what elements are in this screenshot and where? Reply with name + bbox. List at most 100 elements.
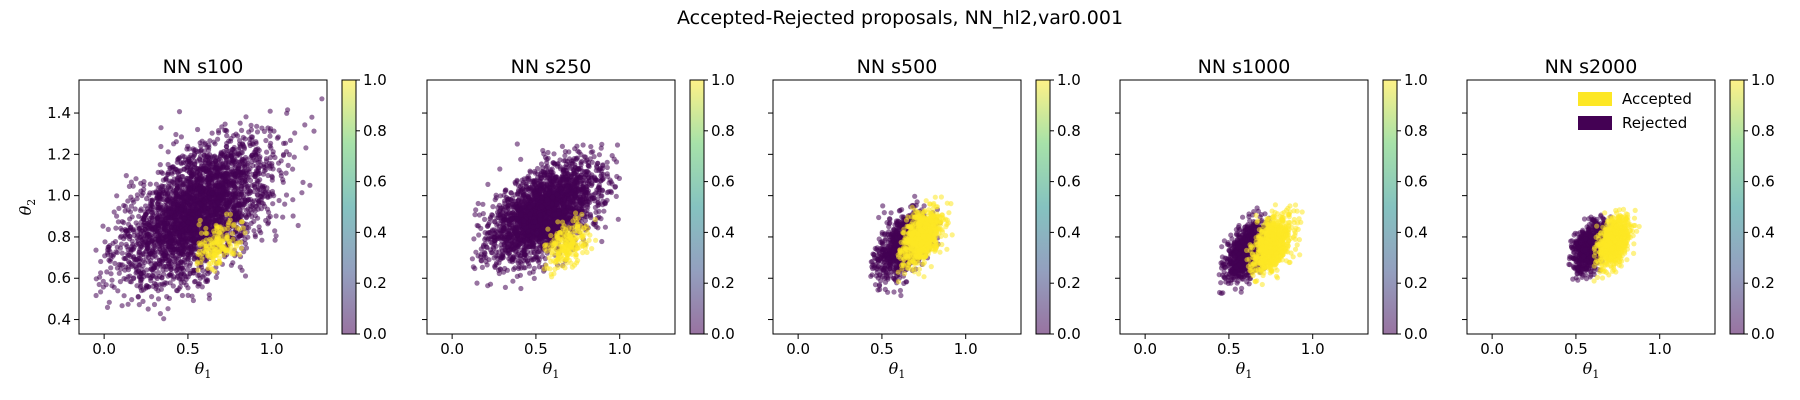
rejected-point xyxy=(287,137,293,143)
rejected-point xyxy=(295,222,301,229)
rejected-point xyxy=(223,177,229,183)
rejected-point xyxy=(176,239,182,245)
rejected-point xyxy=(292,130,298,136)
rejected-point xyxy=(128,249,134,255)
rejected-point xyxy=(269,173,275,179)
rejected-point xyxy=(264,149,270,155)
rejected-point xyxy=(187,169,193,176)
rejected-point xyxy=(274,135,280,141)
rejected-point xyxy=(241,185,247,191)
rejected-point xyxy=(259,125,265,131)
rejected-point xyxy=(167,280,173,286)
rejected-point xyxy=(197,275,203,281)
rejected-point xyxy=(510,278,516,284)
rejected-point xyxy=(604,171,610,177)
accepted-point xyxy=(238,219,245,225)
rejected-point xyxy=(186,204,192,210)
rejected-point xyxy=(229,206,236,213)
rejected-point xyxy=(230,260,236,266)
accepted-point xyxy=(200,239,206,245)
rejected-point xyxy=(140,190,146,196)
rejected-point xyxy=(300,179,306,185)
accepted-point xyxy=(237,251,243,258)
rejected-point xyxy=(248,134,254,140)
rejected-point xyxy=(153,254,159,260)
rejected-point xyxy=(250,163,256,169)
rejected-point xyxy=(173,131,179,138)
rejected-point xyxy=(178,189,185,195)
rejected-point xyxy=(138,287,145,294)
rejected-point xyxy=(163,199,169,205)
rejected-point xyxy=(132,206,138,212)
rejected-point xyxy=(233,151,239,157)
rejected-point xyxy=(209,130,215,136)
accepted-point xyxy=(238,245,244,251)
rejected-point xyxy=(239,150,245,156)
rejected-point xyxy=(282,140,289,146)
rejected-point xyxy=(192,152,198,158)
rejected-point xyxy=(144,196,150,202)
rejected-point xyxy=(215,136,221,142)
rejected-point xyxy=(256,224,262,230)
rejected-point xyxy=(127,273,133,279)
rejected-point xyxy=(184,236,190,242)
rejected-point xyxy=(256,201,262,207)
rejected-point xyxy=(180,252,186,258)
rejected-point xyxy=(255,169,261,175)
rejected-point xyxy=(233,186,239,192)
rejected-point xyxy=(129,297,135,303)
rejected-point xyxy=(224,128,230,134)
rejected-point xyxy=(273,233,279,239)
rejected-point xyxy=(272,154,278,161)
rejected-point xyxy=(118,262,124,268)
rejected-point xyxy=(164,192,171,199)
rejected-point xyxy=(247,203,253,209)
rejected-point xyxy=(181,216,188,222)
rejected-point xyxy=(244,221,250,227)
rejected-point xyxy=(156,236,162,242)
rejected-point xyxy=(141,182,147,188)
rejected-point xyxy=(189,293,195,299)
rejected-point xyxy=(112,260,118,266)
rejected-point xyxy=(185,199,191,205)
accepted-point xyxy=(231,251,237,257)
rejected-point xyxy=(201,209,207,215)
rejected-point xyxy=(258,230,264,236)
rejected-point xyxy=(267,191,273,197)
rejected-point xyxy=(161,221,167,227)
rejected-point xyxy=(198,163,204,169)
accepted-point xyxy=(195,267,201,273)
y-axis-label: θ2 xyxy=(16,199,38,216)
rejected-point xyxy=(149,294,155,300)
rejected-point xyxy=(140,298,146,304)
rejected-point xyxy=(482,216,488,222)
rejected-point xyxy=(206,292,212,298)
rejected-point xyxy=(240,163,246,169)
rejected-point xyxy=(175,191,181,197)
rejected-point xyxy=(178,276,184,282)
rejected-point xyxy=(165,161,171,168)
rejected-point xyxy=(177,260,183,266)
rejected-point xyxy=(280,214,286,220)
rejected-point xyxy=(149,241,155,247)
rejected-point xyxy=(170,231,177,237)
rejected-point xyxy=(145,254,152,260)
rejected-point xyxy=(213,174,219,180)
accepted-point xyxy=(212,268,218,274)
rejected-point xyxy=(235,169,241,175)
rejected-point xyxy=(138,280,144,286)
rejected-point xyxy=(166,180,172,186)
rejected-point xyxy=(285,107,291,113)
rejected-point xyxy=(123,173,129,179)
rejected-point xyxy=(118,225,124,231)
rejected-point xyxy=(299,190,305,196)
rejected-point xyxy=(469,256,475,262)
rejected-point xyxy=(136,268,142,274)
colorbar-tick-label: 0.4 xyxy=(363,223,387,241)
rejected-point xyxy=(265,219,272,226)
rejected-point xyxy=(158,125,164,131)
rejected-point xyxy=(242,212,249,218)
rejected-point xyxy=(204,152,210,158)
rejected-point xyxy=(157,162,163,168)
rejected-point xyxy=(252,232,258,238)
